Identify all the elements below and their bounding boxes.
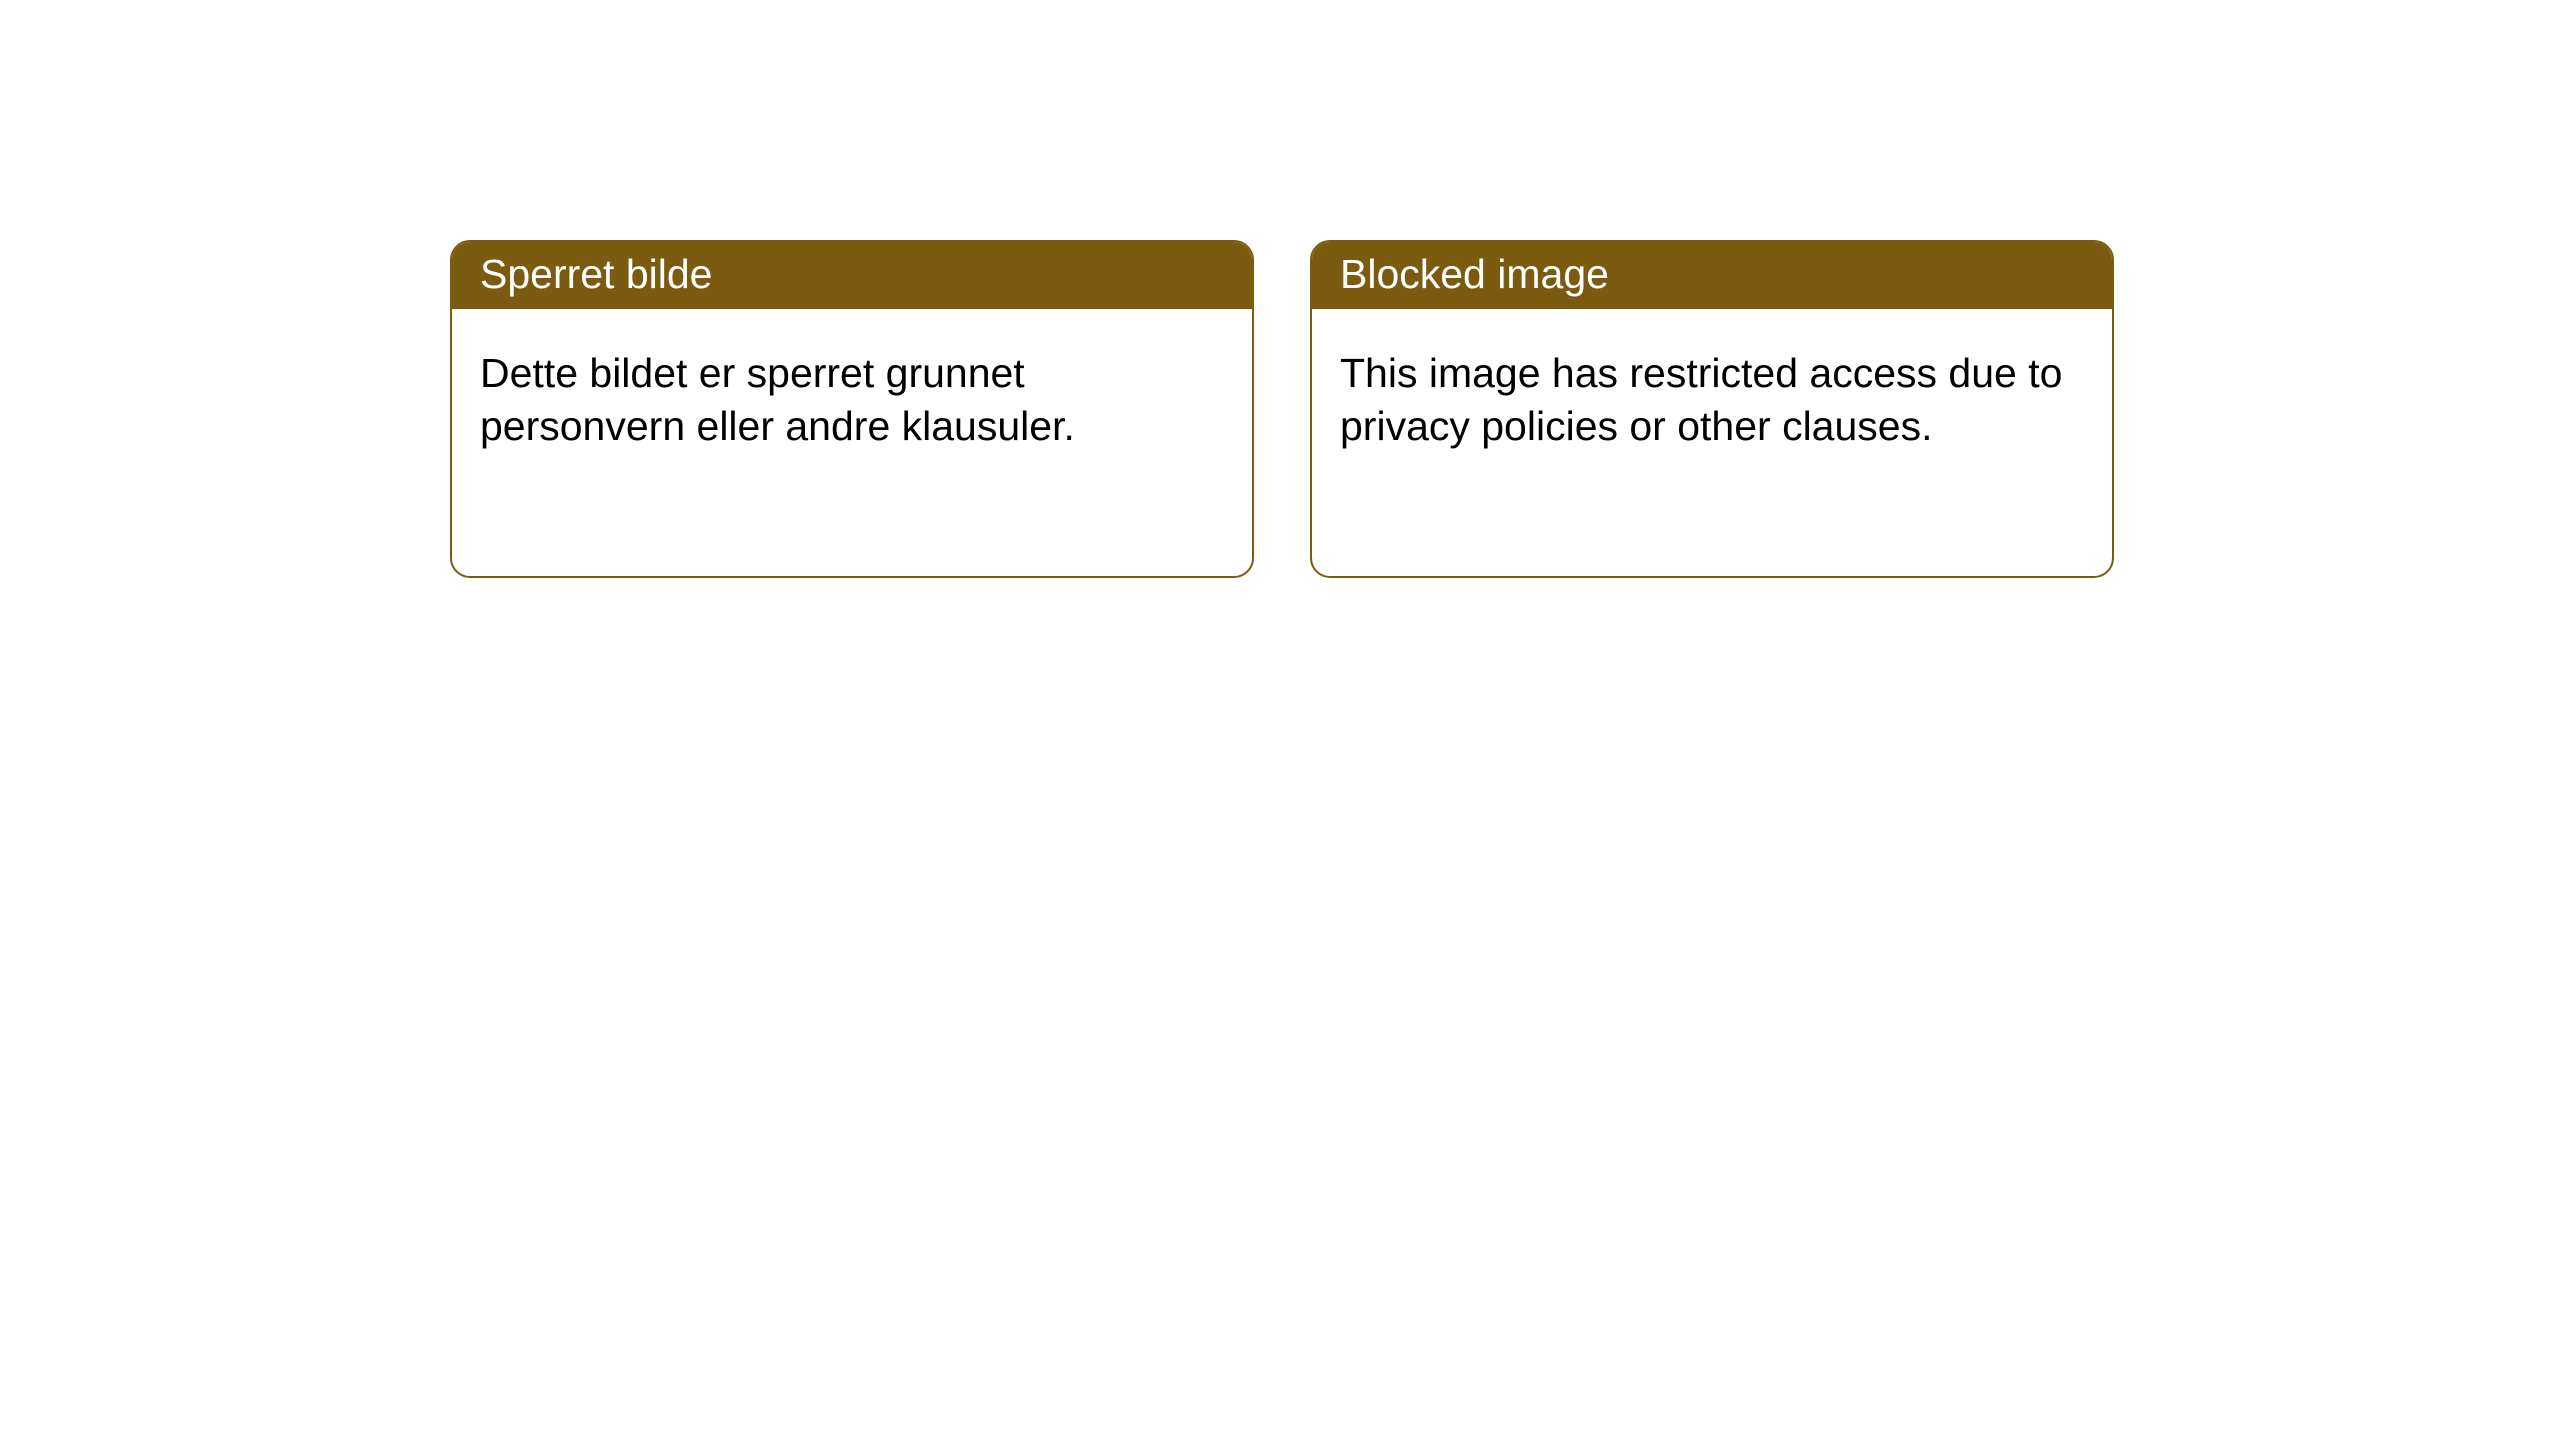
notice-card-english: Blocked image This image has restricted … <box>1310 240 2114 578</box>
notice-card-norwegian: Sperret bilde Dette bildet er sperret gr… <box>450 240 1254 578</box>
card-header: Blocked image <box>1312 242 2112 309</box>
card-body: This image has restricted access due to … <box>1312 309 2112 480</box>
notice-container: Sperret bilde Dette bildet er sperret gr… <box>0 0 2560 578</box>
card-header: Sperret bilde <box>452 242 1252 309</box>
card-body: Dette bildet er sperret grunnet personve… <box>452 309 1252 480</box>
